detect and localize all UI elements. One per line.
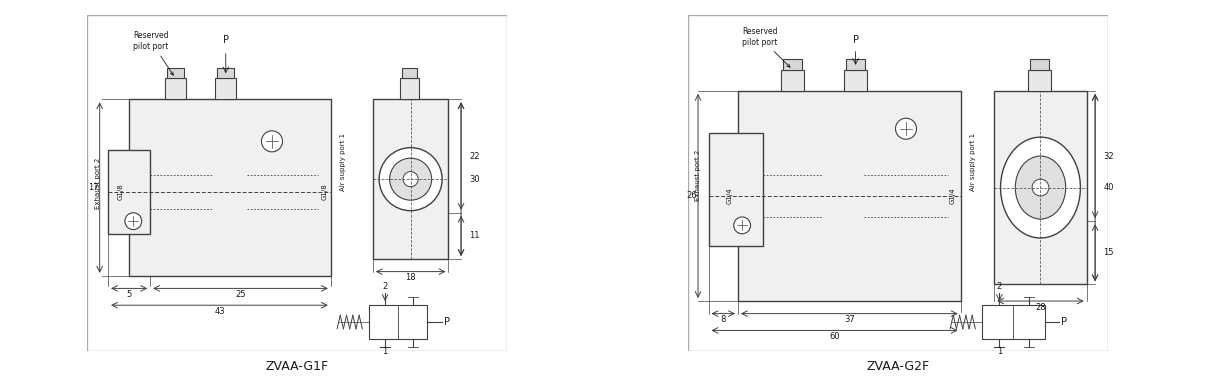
Text: 40: 40 <box>1104 183 1114 192</box>
Text: 25: 25 <box>235 290 246 299</box>
Text: P: P <box>223 35 229 45</box>
Text: G1/8: G1/8 <box>118 183 124 200</box>
Text: 2: 2 <box>997 282 1002 291</box>
Text: 43: 43 <box>215 307 224 316</box>
Bar <box>215 78 237 99</box>
Text: G1/4: G1/4 <box>950 188 956 204</box>
Bar <box>217 68 234 78</box>
Text: 37: 37 <box>844 316 855 324</box>
Circle shape <box>389 158 432 200</box>
Bar <box>129 99 331 276</box>
Text: P: P <box>1061 317 1067 327</box>
Circle shape <box>125 213 142 230</box>
Text: 26: 26 <box>687 191 697 201</box>
Bar <box>400 78 418 99</box>
Bar <box>708 133 763 246</box>
Bar <box>738 91 961 301</box>
Text: Exhaust port 2: Exhaust port 2 <box>695 149 701 201</box>
Text: G1/8: G1/8 <box>321 183 328 200</box>
Bar <box>1027 70 1050 91</box>
Bar <box>845 59 865 70</box>
Bar <box>1030 59 1049 70</box>
Circle shape <box>734 217 751 234</box>
Text: 1: 1 <box>382 346 388 356</box>
Bar <box>369 305 427 339</box>
Text: ZVAA-G1F: ZVAA-G1F <box>266 360 329 373</box>
Bar <box>844 70 867 91</box>
Text: 17: 17 <box>89 183 98 192</box>
Bar <box>372 99 449 259</box>
Text: P: P <box>853 35 859 45</box>
Ellipse shape <box>1015 156 1066 219</box>
Bar <box>981 305 1044 339</box>
Text: 5: 5 <box>126 290 132 299</box>
Bar <box>165 78 186 99</box>
Bar <box>782 59 802 70</box>
Circle shape <box>1032 179 1049 196</box>
Circle shape <box>380 147 443 211</box>
Text: 2: 2 <box>382 282 388 291</box>
Text: Reserved
pilot port: Reserved pilot port <box>742 27 790 67</box>
FancyBboxPatch shape <box>688 15 1107 351</box>
Bar <box>108 150 150 234</box>
Circle shape <box>895 118 917 139</box>
Text: Exhaust port 2: Exhaust port 2 <box>95 158 101 209</box>
Bar <box>403 68 417 78</box>
Text: 30: 30 <box>469 175 480 184</box>
Text: Reserved
pilot port: Reserved pilot port <box>133 31 173 75</box>
Text: 11: 11 <box>469 231 480 240</box>
Ellipse shape <box>1001 137 1081 238</box>
Text: 32: 32 <box>1104 152 1115 160</box>
FancyBboxPatch shape <box>87 15 507 351</box>
Text: 15: 15 <box>1104 248 1114 257</box>
Text: 28: 28 <box>1035 303 1046 312</box>
Text: 1: 1 <box>997 346 1002 356</box>
Bar <box>995 91 1087 284</box>
Text: 18: 18 <box>405 274 416 282</box>
Text: P: P <box>444 317 450 327</box>
Bar <box>781 70 804 91</box>
Bar <box>167 68 183 78</box>
Text: 22: 22 <box>469 152 480 160</box>
Text: ZVAA-G2F: ZVAA-G2F <box>866 360 929 373</box>
Text: 60: 60 <box>830 332 839 341</box>
Circle shape <box>403 172 418 187</box>
Text: 8: 8 <box>721 316 725 324</box>
Text: G1/4: G1/4 <box>727 188 733 204</box>
Text: Air supply port 1: Air supply port 1 <box>970 133 976 191</box>
Circle shape <box>262 131 283 152</box>
Text: Air supply port 1: Air supply port 1 <box>341 133 347 191</box>
